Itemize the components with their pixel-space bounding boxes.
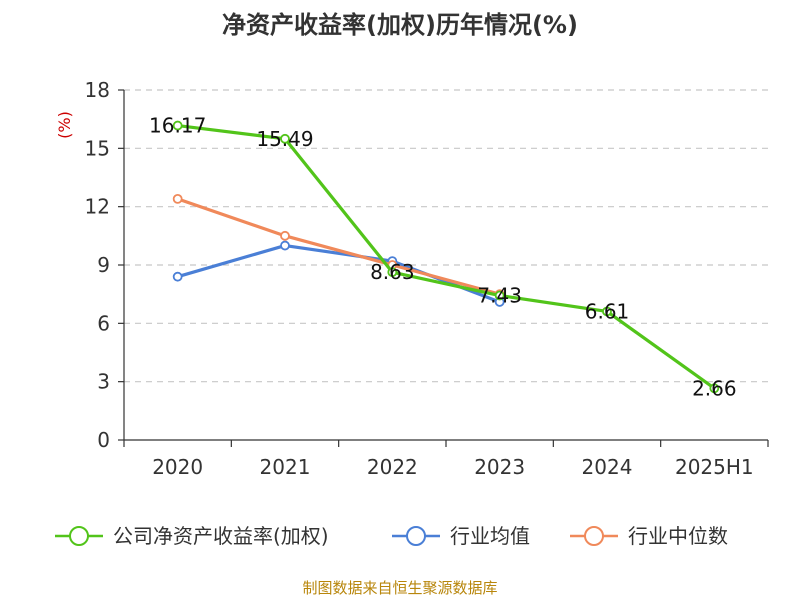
legend: 公司净资产收益率(加权) 行业均值 行业中位数 [55,524,728,548]
data-point-0 [387,267,398,278]
series-line-1 [177,243,501,304]
data-labels: 16.17 15.49 8.63 7.43 6.61 2.66 [149,114,737,401]
data-label: 6.61 [585,299,630,323]
x-tick-label: 2021 [260,455,311,479]
data-label: 7.43 [477,284,522,308]
series-lines [172,120,720,394]
x-tick-label: 2022 [367,455,418,479]
legend-marker [584,526,604,546]
source-note: 制图数据来自恒生聚源数据库 [302,579,497,597]
data-point-2 [280,230,290,241]
data-label: 16.17 [149,114,206,138]
data-label: 2.66 [692,376,737,400]
data-point-1 [280,240,290,251]
grid-lines [124,89,768,383]
data-label: 8.63 [370,260,415,284]
y-tick-label: 9 [97,253,110,277]
data-point-0 [494,290,505,301]
y-tick-label: 18 [85,78,110,102]
legend-label: 公司净资产收益率(加权) [113,524,329,548]
legend-item-0: 公司净资产收益率(加权) [55,524,329,548]
data-point-0 [280,133,290,144]
data-point-0 [709,383,720,394]
data-point-0 [602,306,612,317]
x-tick-label: 2025H1 [675,455,754,479]
chart-title: 净资产收益率(加权)历年情况(%) [222,11,578,39]
y-tick-label: 12 [85,195,110,219]
x-tick-label: 2020 [152,455,203,479]
data-point-2 [172,193,183,204]
y-tick-label: 3 [97,370,110,394]
legend-label: 行业中位数 [628,524,728,548]
legend-item-1: 行业均值 [392,524,530,548]
legend-label: 行业均值 [450,524,530,548]
y-axis-label: (%) [55,111,74,139]
series-line-2 [177,197,501,296]
y-tick-label: 0 [97,428,110,452]
y-tick-label: 6 [97,311,110,335]
legend-marker [406,526,426,546]
x-tick-label: 2024 [582,455,633,479]
data-label: 15.49 [256,127,313,151]
data-point-1 [172,271,183,282]
x-tick-label: 2023 [474,455,525,479]
axes: 0 3 6 9 12 15 18 2020 2021 2022 2023 2024 2025H1 [85,78,769,479]
data-point-0 [172,120,183,131]
series-line-0 [177,123,716,390]
legend-item-2: 行业中位数 [570,524,728,548]
legend-marker [69,526,89,546]
y-tick-label: 15 [85,136,110,160]
